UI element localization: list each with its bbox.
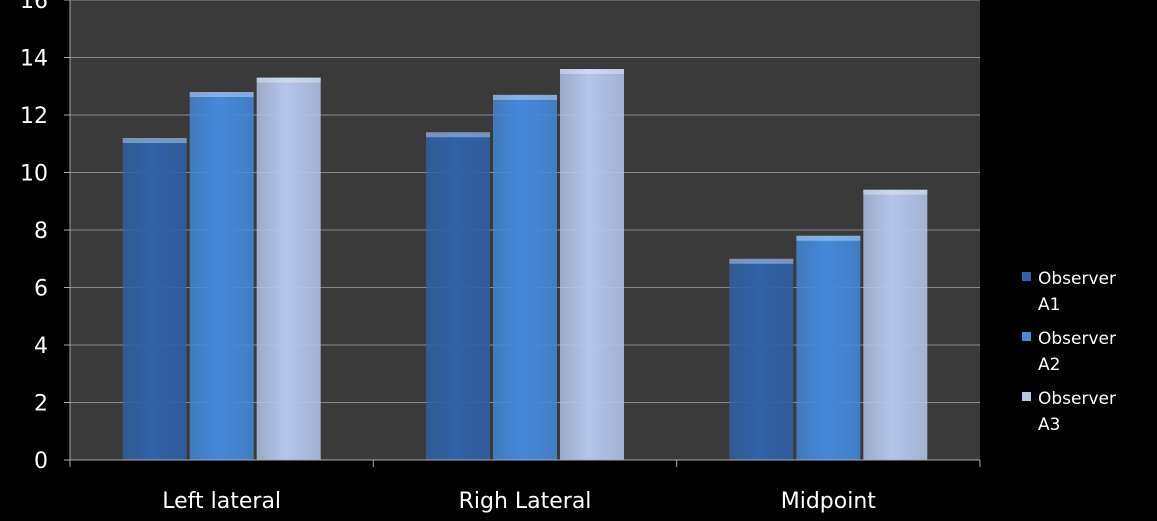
bar-highlight: [426, 132, 490, 138]
bar-highlight: [863, 189, 928, 195]
legend-swatch: [1022, 332, 1031, 341]
y-tick-label: 6: [34, 277, 48, 302]
bar: [122, 138, 187, 460]
x-category-label: Midpoint: [781, 489, 877, 514]
bar-highlight: [729, 258, 794, 264]
bar-highlight: [189, 92, 254, 97]
x-category-label: Left lateral: [162, 489, 281, 514]
bar-highlight: [796, 235, 861, 241]
y-axis-tick-labels: 0 2 4 6 8 10 12 14 16: [20, 0, 48, 474]
legend-label: Observer A2: [1038, 329, 1116, 375]
legend-label: Observer A1: [1038, 269, 1116, 315]
y-tick-label: 14: [20, 47, 48, 72]
y-tick-label: 2: [34, 392, 48, 417]
axes: [64, 0, 981, 467]
y-tick-label: 10: [20, 162, 48, 187]
bar-highlight: [493, 94, 557, 100]
bar: [189, 92, 254, 460]
legend-swatch: [1022, 272, 1031, 281]
bar-highlight: [256, 77, 321, 83]
y-tick-label: 4: [34, 334, 48, 359]
bar: [729, 258, 794, 460]
legend-swatch: [1022, 392, 1031, 401]
bar: [560, 69, 624, 460]
y-tick-label: 0: [34, 449, 48, 474]
bar: [863, 189, 928, 460]
y-tick-label: 8: [34, 219, 48, 244]
bars: [122, 69, 928, 460]
legend-label: Observer A3: [1038, 389, 1116, 435]
bar-highlight: [560, 69, 624, 74]
bar: [256, 77, 321, 460]
bar: [426, 132, 490, 460]
y-tick-label: 16: [20, 0, 48, 14]
y-tick-label: 12: [20, 104, 48, 129]
bar: [796, 235, 861, 460]
x-axis-category-labels: Left lateral Righ Lateral Midpoint: [162, 489, 876, 514]
x-category-label: Righ Lateral: [459, 489, 592, 514]
bar-highlight: [122, 138, 187, 143]
bar: [493, 94, 557, 460]
legend: Observer A1 Observer A2 Observer A3: [1022, 269, 1116, 435]
